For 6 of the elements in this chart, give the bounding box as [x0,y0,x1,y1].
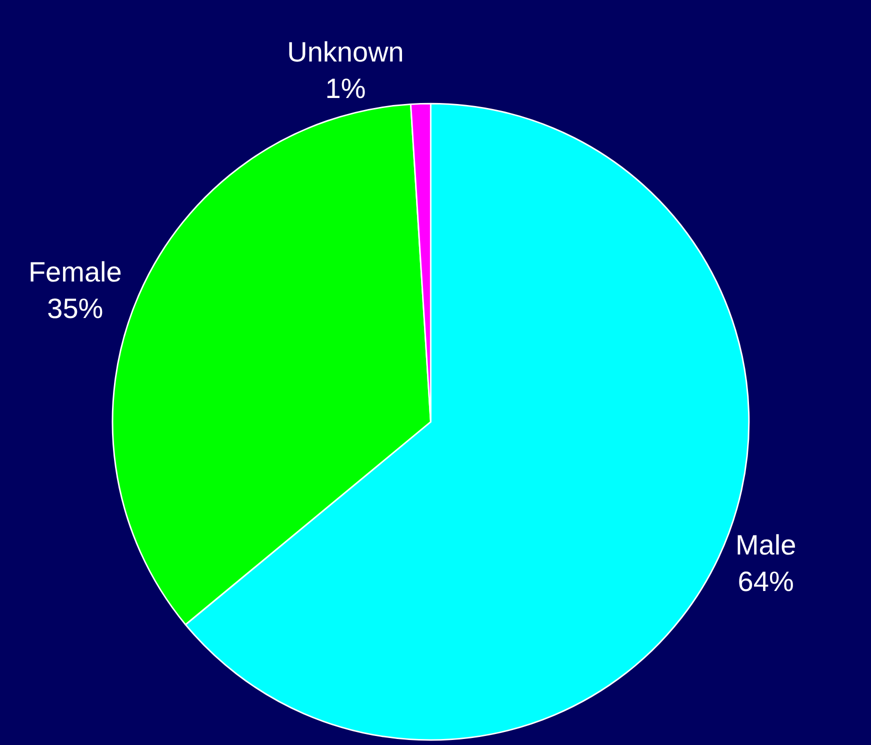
slice-label: Female [28,256,122,288]
slice-label: Unknown [287,36,404,68]
data-label: 1% [325,72,366,104]
data-label: 35% [47,292,104,324]
data-label: 64% [738,566,794,598]
slice-label: Male [735,530,796,561]
